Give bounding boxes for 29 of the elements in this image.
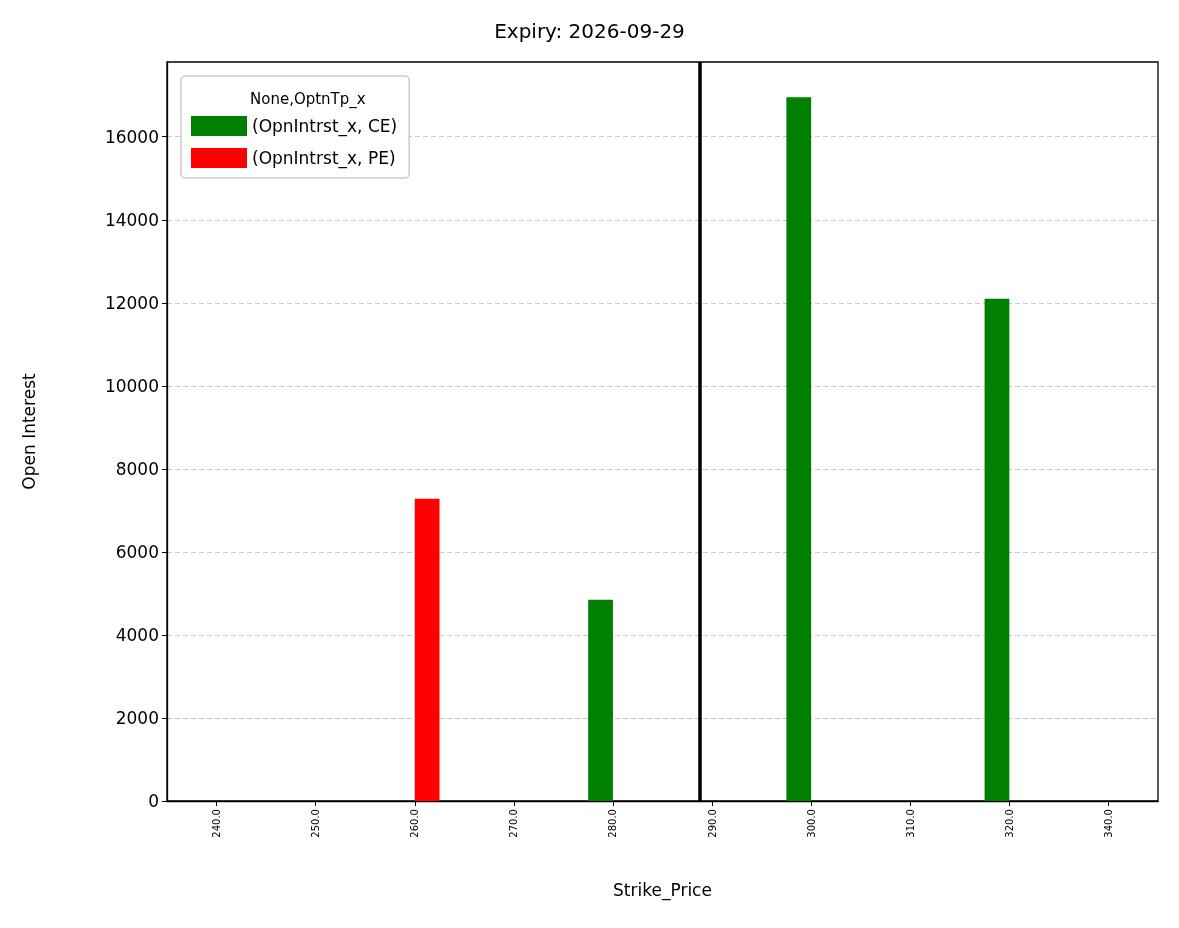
y-tick-label: 16000 <box>104 126 159 147</box>
y-tick-label: 14000 <box>104 209 159 230</box>
y-tick-label: 12000 <box>104 292 159 313</box>
legend-label: (OpnIntrst_x, CE) <box>252 116 398 137</box>
x-tick-label: 250.0 <box>310 809 322 838</box>
x-tick-label: 300.0 <box>805 809 817 838</box>
legend-title: None,OptnTp_x <box>250 89 366 109</box>
y-tick-label: 8000 <box>115 458 159 479</box>
x-tick-label: 320.0 <box>1003 809 1015 838</box>
x-tick-label: 280.0 <box>607 809 619 838</box>
y-tick-label: 2000 <box>115 707 159 728</box>
y-tick-label: 10000 <box>104 375 159 396</box>
x-tick-label: 290.0 <box>706 809 718 838</box>
x-tick-label: 310.0 <box>904 809 916 838</box>
y-tick-label: 0 <box>148 791 159 811</box>
x-axis-title: Strike_Price <box>613 879 712 901</box>
y-tick-label: 6000 <box>115 541 159 562</box>
x-tick-label: 240.0 <box>211 809 223 838</box>
bar <box>786 97 812 801</box>
bar <box>984 298 1010 801</box>
bar <box>414 498 440 801</box>
chart-title: Expiry: 2026-09-29 <box>494 19 685 43</box>
legend-label: (OpnIntrst_x, PE) <box>252 148 396 169</box>
y-axis-title: Open Interest <box>18 373 39 490</box>
x-tick-label: 270.0 <box>508 809 520 838</box>
x-tick-label: 340.0 <box>1102 809 1114 838</box>
y-tick-label: 4000 <box>115 624 159 645</box>
bar <box>588 599 613 801</box>
x-tick-label: 260.0 <box>409 809 421 838</box>
